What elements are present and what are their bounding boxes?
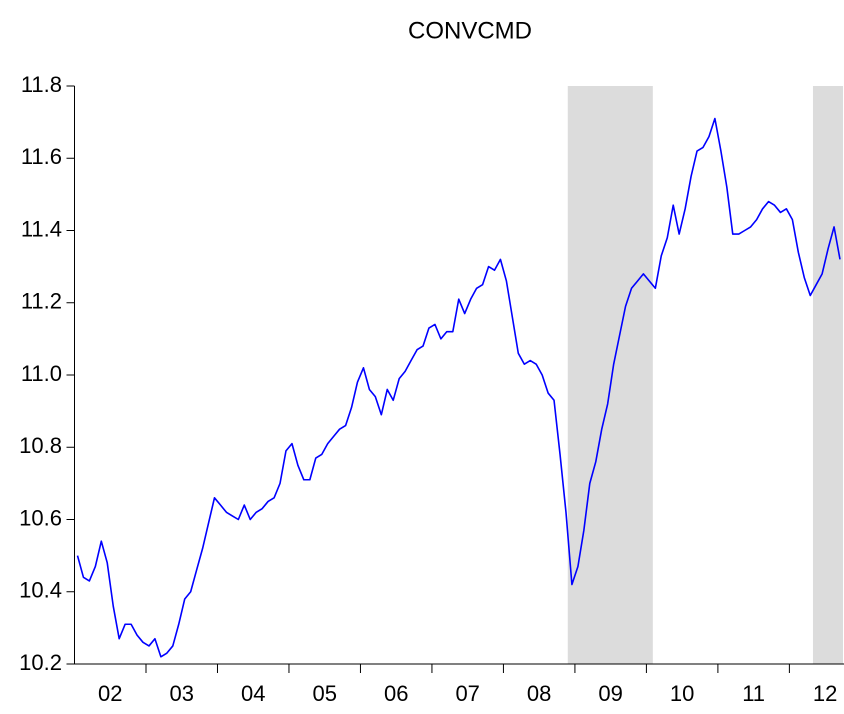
x-tick-label: 10	[670, 681, 694, 706]
chart-title: CONVCMD	[408, 17, 532, 44]
y-tick-label: 10.8	[19, 433, 62, 458]
x-tick-label: 12	[813, 681, 837, 706]
y-tick-label: 11.4	[21, 216, 62, 241]
x-tick-label: 06	[384, 681, 408, 706]
x-tick-label: 08	[527, 681, 551, 706]
x-tick-label: 03	[169, 681, 193, 706]
x-tick-label: 09	[598, 681, 622, 706]
y-tick-label: 11.8	[21, 72, 62, 97]
y-tick-label: 11.0	[21, 361, 62, 386]
shaded-region	[567, 86, 653, 664]
y-tick-label: 10.6	[19, 505, 62, 530]
x-tick-label: 07	[455, 681, 479, 706]
y-tick-label: 11.2	[21, 289, 62, 314]
x-tick-label: 11	[742, 681, 765, 706]
y-tick-label: 11.6	[21, 144, 62, 169]
x-tick-label: 02	[98, 681, 122, 706]
x-tick-label: 04	[241, 681, 265, 706]
shaded-region	[812, 86, 843, 664]
x-tick-label: 05	[312, 681, 336, 706]
y-tick-label: 10.2	[19, 650, 62, 675]
y-tick-label: 10.4	[19, 578, 62, 603]
data-line	[76, 117, 841, 658]
